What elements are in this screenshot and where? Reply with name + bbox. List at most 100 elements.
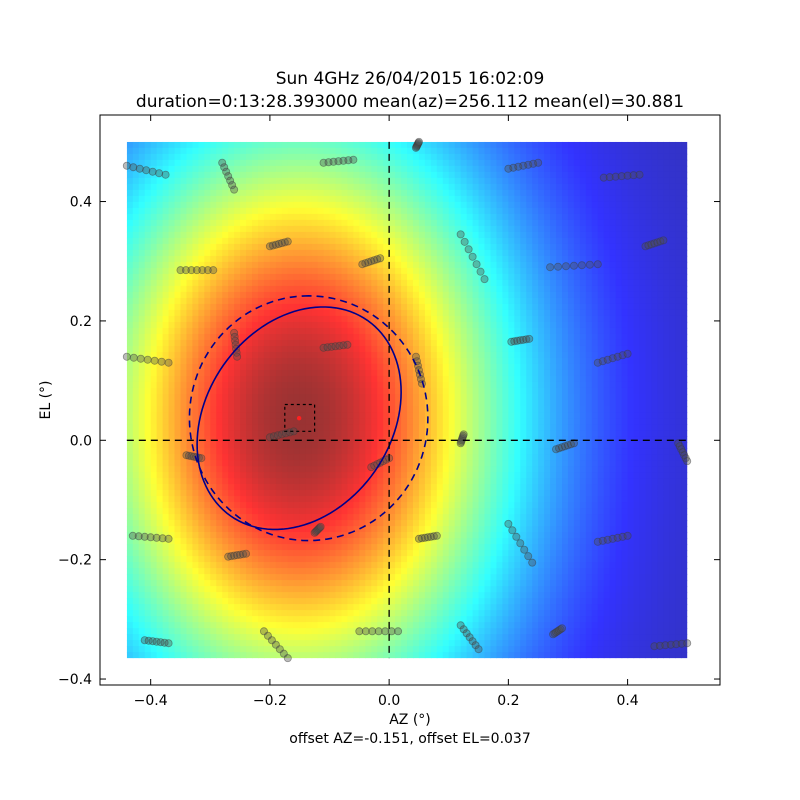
- heatmap-cell: [454, 243, 462, 251]
- heatmap-cell: [442, 357, 450, 365]
- heatmap-cell: [222, 339, 229, 347]
- heatmap-cell: [550, 309, 557, 317]
- heatmap-cell: [484, 327, 492, 335]
- heatmap-cell: [544, 418, 551, 425]
- heatmap-cell: [567, 309, 575, 317]
- heatmap-cell: [263, 351, 271, 359]
- heatmap-cell: [359, 171, 366, 179]
- heatmap-cell: [407, 412, 414, 419]
- heatmap-cell: [627, 183, 635, 191]
- heatmap-cell: [526, 267, 533, 275]
- heatmap-cell: [156, 147, 164, 155]
- heatmap-cell: [389, 412, 396, 419]
- heatmap-cell: [585, 237, 593, 245]
- heatmap-cell: [418, 381, 426, 389]
- heatmap-cell: [573, 189, 581, 197]
- heatmap-cell: [150, 231, 158, 239]
- heatmap-cell: [585, 430, 593, 437]
- heatmap-cell: [257, 147, 265, 155]
- heatmap-cell: [585, 345, 593, 353]
- heatmap-cell: [287, 303, 295, 311]
- heatmap-cell: [168, 406, 176, 413]
- heatmap-cell: [526, 400, 533, 407]
- heatmap-cell: [675, 339, 682, 347]
- heatmap-cell: [216, 261, 223, 269]
- heatmap-cell: [478, 195, 486, 203]
- heatmap-cell: [204, 454, 211, 461]
- heatmap-cell: [317, 153, 325, 161]
- heatmap-cell: [252, 394, 259, 401]
- heatmap-cell: [502, 327, 509, 335]
- heatmap-cell: [502, 201, 509, 209]
- heatmap-cell: [150, 424, 158, 431]
- heatmap-cell: [257, 165, 265, 173]
- heatmap-cell: [466, 400, 474, 407]
- heatmap-cell: [651, 171, 658, 179]
- heatmap-cell: [663, 345, 670, 353]
- heatmap-cell: [603, 285, 611, 293]
- heatmap-cell: [192, 303, 199, 311]
- heatmap-cell: [520, 297, 527, 305]
- heatmap-cell: [317, 309, 325, 317]
- heatmap-cell: [138, 436, 146, 443]
- heatmap-cell: [502, 267, 509, 275]
- heatmap-cell: [538, 394, 545, 401]
- heatmap-cell: [538, 412, 545, 419]
- heatmap-cell: [412, 297, 420, 305]
- heatmap-cell: [204, 291, 211, 299]
- heatmap-cell: [466, 436, 474, 443]
- heatmap-cell: [335, 219, 343, 227]
- heatmap-cell: [669, 345, 676, 353]
- heatmap-cell: [478, 321, 486, 329]
- heatmap-cell: [299, 394, 307, 401]
- heatmap-cell: [389, 418, 396, 425]
- heatmap-cell: [645, 424, 653, 431]
- heatmap-cell: [210, 249, 217, 257]
- heatmap-cell: [293, 315, 301, 323]
- heatmap-cell: [424, 424, 432, 431]
- heatmap-cell: [287, 141, 295, 149]
- heatmap-cell: [252, 442, 259, 449]
- heatmap-cell: [299, 255, 307, 263]
- heatmap-cell: [615, 225, 623, 233]
- heatmap-cell: [603, 159, 611, 167]
- heatmap-cell: [436, 436, 444, 443]
- heatmap-cell: [228, 279, 235, 287]
- heatmap-cell: [556, 394, 563, 401]
- heatmap-cell: [651, 309, 658, 317]
- heatmap-cell: [556, 279, 563, 287]
- heatmap-cell: [269, 424, 277, 431]
- heatmap-cell: [669, 448, 676, 455]
- heatmap-cell: [490, 237, 498, 245]
- heatmap-cell: [341, 327, 348, 335]
- heatmap-cell: [323, 177, 331, 185]
- heatmap-cell: [520, 345, 527, 353]
- heatmap-cell: [395, 207, 402, 215]
- heatmap-cell: [478, 291, 486, 299]
- heatmap-cell: [466, 406, 474, 413]
- heatmap-cell: [526, 418, 533, 425]
- heatmap-cell: [663, 285, 670, 293]
- heatmap-cell: [222, 436, 229, 443]
- heatmap-cell: [579, 231, 587, 239]
- heatmap-cell: [633, 201, 641, 209]
- heatmap-cell: [633, 249, 641, 257]
- heatmap-cell: [275, 201, 283, 209]
- heatmap-cell: [252, 165, 259, 173]
- heatmap-cell: [210, 442, 217, 449]
- heatmap-cell: [633, 412, 641, 419]
- heatmap-cell: [454, 375, 462, 383]
- heatmap-cell: [144, 333, 152, 341]
- heatmap-cell: [502, 147, 509, 155]
- heatmap-cell: [234, 339, 241, 347]
- heatmap-cell: [466, 333, 474, 341]
- heatmap-cell: [401, 195, 408, 203]
- heatmap-cell: [448, 400, 456, 407]
- heatmap-cell: [424, 255, 432, 263]
- heatmap-cell: [615, 412, 623, 419]
- heatmap-cell: [359, 279, 366, 287]
- heatmap-cell: [263, 339, 271, 347]
- heatmap-cell: [502, 183, 509, 191]
- heatmap-cell: [430, 381, 438, 389]
- heatmap-cell: [603, 255, 611, 263]
